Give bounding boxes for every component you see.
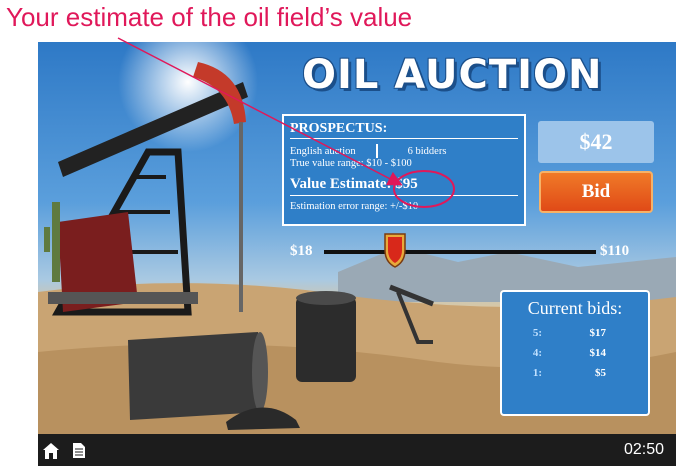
- annotation-circle: [393, 170, 455, 208]
- slider-max-label: $110: [600, 243, 630, 259]
- distant-pumpjack: [389, 284, 434, 344]
- slider-min-label: $18: [290, 243, 313, 259]
- home-icon[interactable]: [42, 442, 60, 460]
- game-title: OIL AUCTION: [302, 52, 603, 98]
- bid-slider-track[interactable]: [324, 250, 596, 254]
- bid-slider-thumb[interactable]: [383, 232, 407, 268]
- bid-row: 5: $17: [502, 327, 648, 339]
- bid-amount: $5: [595, 367, 606, 379]
- bid-amount-display: $42: [538, 121, 654, 163]
- true-value-range: True value range: $10 - $100: [290, 158, 412, 169]
- prospectus-divider: [375, 144, 378, 158]
- current-bids-title: Current bids:: [527, 298, 623, 318]
- annotation-arrow: [117, 37, 403, 186]
- current-bids-panel: Current bids: 5: $17 4: $14 1: $5: [500, 290, 650, 416]
- mountains: [338, 247, 676, 302]
- countdown-timer: 02:50: [623, 441, 664, 458]
- estimation-error-range: Estimation error range: +/-$10: [290, 201, 419, 212]
- bid-amount: $14: [589, 347, 607, 359]
- oil-barrels: [128, 291, 356, 420]
- bid-rank: 1:: [532, 367, 542, 379]
- bottom-bar: 02:50: [38, 434, 676, 466]
- annotation-label: Your estimate of the oil field’s value: [6, 2, 413, 32]
- bid-rank: 5:: [532, 327, 542, 339]
- bid-amount: $17: [589, 327, 607, 339]
- document-icon[interactable]: [72, 442, 86, 459]
- bid-row: 4: $14: [502, 347, 648, 359]
- pumpjack: [48, 62, 248, 316]
- value-estimate: Value Estimate: $95: [290, 176, 518, 196]
- game-canvas: OIL AUCTION PROSPECTUS: English auction …: [38, 42, 676, 466]
- auction-type: English auction: [290, 145, 356, 157]
- prospectus-panel: PROSPECTUS: English auction 6 bidders Tr…: [282, 114, 526, 226]
- armadillo: [226, 407, 300, 430]
- bid-rank: 4:: [532, 347, 542, 359]
- bid-row: 1: $5: [502, 367, 648, 379]
- prospectus-title: PROSPECTUS:: [290, 121, 518, 139]
- bid-button[interactable]: Bid: [539, 171, 653, 213]
- bidder-count: 6 bidders: [407, 145, 447, 157]
